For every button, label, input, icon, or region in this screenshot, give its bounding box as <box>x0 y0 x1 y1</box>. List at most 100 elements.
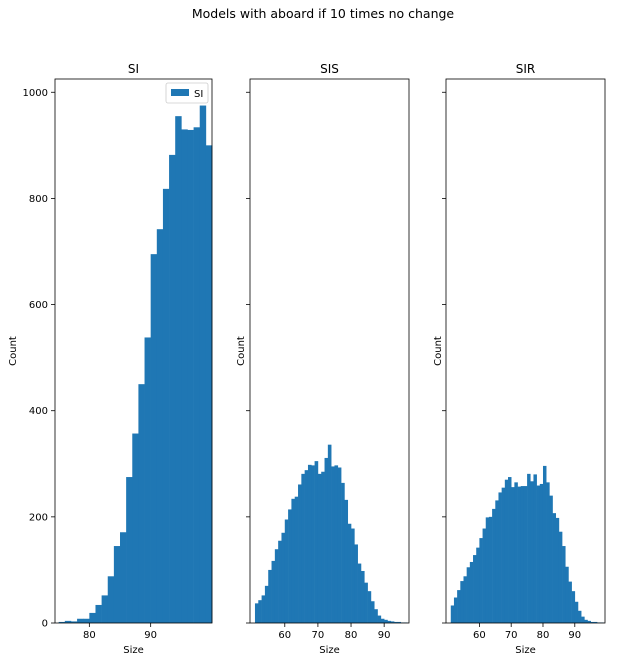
legend: SI <box>165 82 209 104</box>
subplot-sis: 60 70 80 90 SIS Size Count <box>236 62 410 656</box>
histogram-bar <box>327 444 332 623</box>
subplot-title: SIR <box>516 62 536 76</box>
y-axis-label: Count <box>8 336 19 366</box>
histogram-bar <box>593 621 598 623</box>
histogram-bar <box>367 591 372 623</box>
axes-frame <box>249 78 410 624</box>
figure-suptitle: Models with aboard if 10 times no change <box>192 6 455 21</box>
histogram-bar <box>254 603 259 623</box>
histogram-bar <box>485 517 490 623</box>
histogram-bar <box>301 473 305 623</box>
y-axis-label: Count <box>433 336 444 366</box>
histogram-bar <box>514 482 518 623</box>
x-tick-label: 90 <box>144 630 157 641</box>
histogram-bar <box>175 116 182 624</box>
x-tick-label: 90 <box>378 630 391 641</box>
x-tick-label: 90 <box>568 630 581 641</box>
histogram-bar <box>187 129 194 623</box>
histogram-bar <box>450 605 455 623</box>
axes-frame <box>54 78 213 624</box>
histogram-bar <box>574 601 579 623</box>
histogram-bar <box>77 618 84 623</box>
histogram-bar <box>199 105 207 624</box>
histogram-bar <box>83 618 90 623</box>
histogram-bar <box>508 477 512 623</box>
histogram-bar <box>298 484 302 623</box>
x-axis-label: Size <box>319 645 340 656</box>
histogram-bar <box>387 620 392 623</box>
histogram-bar <box>334 465 339 623</box>
histogram-bar <box>577 610 582 623</box>
histogram-bar <box>584 619 588 623</box>
x-tick-label: 60 <box>278 630 291 641</box>
histogram-bar <box>397 621 402 623</box>
histogram-bar <box>504 479 509 623</box>
histogram-bar <box>590 621 595 623</box>
histogram-bar <box>587 620 591 623</box>
histogram-bar <box>463 576 467 623</box>
histogram-bar <box>132 433 139 623</box>
x-axis-label: Size <box>515 645 536 656</box>
subplot-title: SI <box>128 62 139 76</box>
histogram-bar <box>120 532 127 623</box>
histogram-bar <box>95 604 102 623</box>
legend-label: SI <box>194 89 203 100</box>
histogram-bar <box>138 384 145 623</box>
histogram-bar <box>466 567 471 623</box>
histogram-bar <box>70 621 78 623</box>
histogram-bar <box>370 601 375 623</box>
histogram-bar <box>288 509 292 623</box>
histogram-bar <box>317 473 322 623</box>
histogram-bar <box>539 483 544 623</box>
histogram-bar <box>304 470 309 623</box>
x-tick-label: 70 <box>505 630 518 641</box>
histogram-bar <box>488 516 493 623</box>
histogram-bar <box>274 549 279 623</box>
histogram-bar <box>536 485 541 623</box>
histogram-bar <box>374 609 378 623</box>
histogram-bar <box>562 546 566 623</box>
histogram-bar <box>337 467 342 623</box>
histogram-bar <box>495 500 499 623</box>
axes-frame <box>445 78 606 624</box>
histogram-bar <box>453 597 458 623</box>
histogram-bar <box>193 127 201 624</box>
histogram-bar <box>311 465 315 623</box>
histogram-bar <box>321 471 325 623</box>
histogram-bar <box>380 618 385 623</box>
histogram-bar <box>324 457 329 623</box>
x-axis-label: Size <box>123 645 144 656</box>
histogram-bar <box>126 477 133 623</box>
subplot-sir: 60 70 80 90 SIR Size Count <box>433 62 606 656</box>
histogram-bar <box>268 569 272 623</box>
histogram-bar <box>542 465 547 623</box>
histogram-bar <box>390 621 395 623</box>
histogram-bar <box>169 154 176 623</box>
histogram-bar <box>294 496 299 623</box>
histogram-bar <box>341 482 345 623</box>
histogram-bar <box>144 337 151 623</box>
histogram-bar <box>357 563 362 623</box>
y-tick-label: 200 <box>29 512 48 523</box>
y-tick-label: 600 <box>29 300 48 311</box>
histogram-bar <box>517 486 522 623</box>
histogram-bar <box>479 538 483 623</box>
histogram-bar <box>101 595 109 623</box>
subplot-title: SIS <box>320 62 339 76</box>
histogram-bar <box>364 582 368 623</box>
histogram-bar <box>291 498 296 623</box>
histogram-bar <box>351 528 355 623</box>
histogram-bar <box>181 129 188 624</box>
histogram-bar <box>162 188 170 624</box>
histogram-bar <box>284 519 289 623</box>
histogram-bar <box>511 487 515 623</box>
y-tick-label: 0 <box>42 619 48 630</box>
histogram-bar <box>64 620 72 623</box>
histogram-bar <box>205 145 213 623</box>
histogram-bar <box>581 616 585 623</box>
histogram-bar <box>533 474 537 623</box>
histogram-bar <box>107 576 115 623</box>
histogram-bar <box>113 546 121 623</box>
histogram-bar <box>549 495 553 623</box>
